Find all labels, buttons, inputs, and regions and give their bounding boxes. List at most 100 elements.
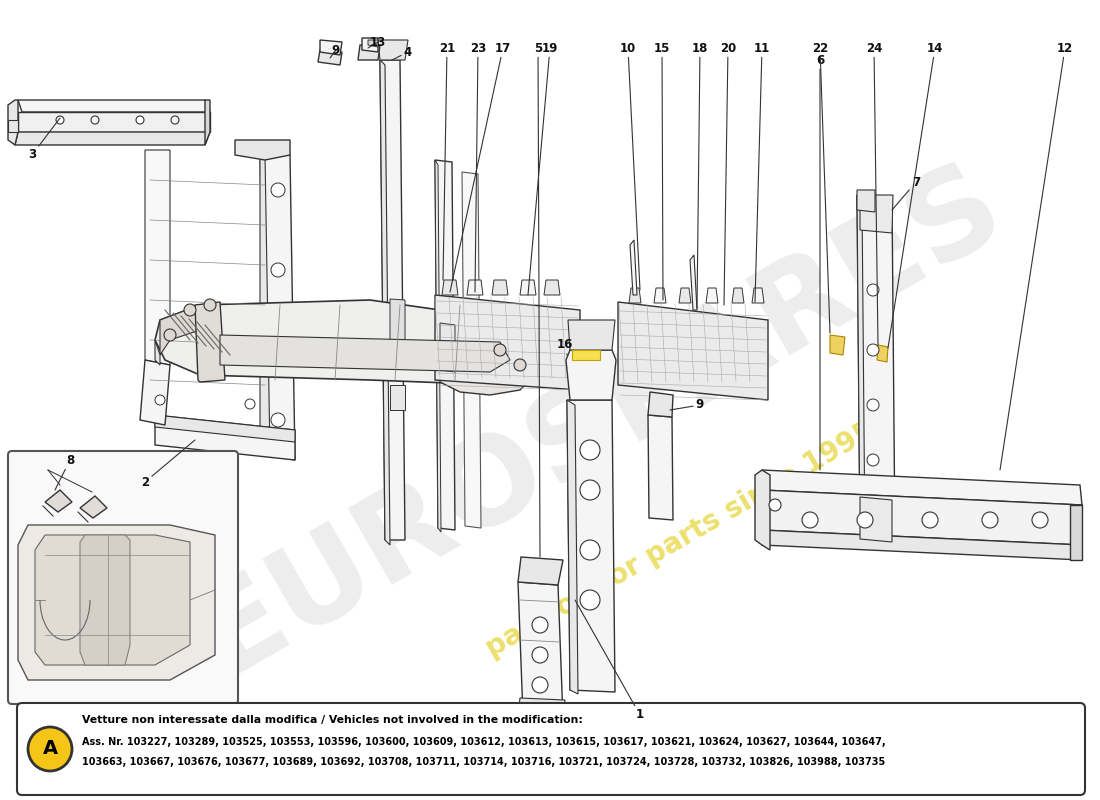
Text: 11: 11 [754,42,770,302]
Polygon shape [566,350,616,400]
Polygon shape [260,150,270,455]
Text: 6: 6 [816,54,824,470]
Polygon shape [572,350,600,360]
Circle shape [857,512,873,528]
Circle shape [271,263,285,277]
Text: 14: 14 [888,42,943,348]
Polygon shape [544,280,560,295]
Polygon shape [8,120,18,132]
Text: Vetture non interessate dalla modifica / Vehicles not involved in the modificati: Vetture non interessate dalla modifica /… [82,715,583,725]
Text: 15: 15 [653,42,670,300]
Polygon shape [679,288,691,303]
Text: 9: 9 [330,43,340,58]
Polygon shape [706,288,718,303]
Text: 103663, 103667, 103676, 103677, 103689, 103692, 103708, 103711, 103714, 103716, : 103663, 103667, 103676, 103677, 103689, … [82,757,886,767]
Polygon shape [857,195,865,544]
Polygon shape [362,38,378,52]
Polygon shape [140,360,170,425]
Polygon shape [755,470,770,550]
Polygon shape [648,392,673,417]
Polygon shape [732,288,744,303]
Text: 20: 20 [719,42,736,305]
Polygon shape [860,195,893,233]
Circle shape [271,413,285,427]
Polygon shape [379,60,405,540]
Polygon shape [654,288,666,303]
Circle shape [91,116,99,124]
Text: 16: 16 [557,338,573,355]
Polygon shape [220,335,510,372]
Polygon shape [235,140,290,160]
Polygon shape [618,302,768,400]
Circle shape [982,512,998,528]
Circle shape [56,116,64,124]
Circle shape [155,395,165,405]
Text: 3: 3 [28,118,60,162]
Polygon shape [630,240,637,295]
Polygon shape [378,40,408,60]
Circle shape [802,512,818,528]
Text: 19: 19 [528,42,558,295]
Polygon shape [155,300,540,385]
Polygon shape [145,150,170,365]
Polygon shape [566,400,615,692]
Polygon shape [857,195,895,542]
Polygon shape [690,255,697,310]
Text: 17: 17 [450,42,512,292]
Polygon shape [440,323,455,372]
Polygon shape [762,490,1082,545]
Polygon shape [518,698,565,718]
Circle shape [204,299,216,311]
Polygon shape [518,557,563,585]
Circle shape [494,344,506,356]
Text: 1: 1 [575,600,645,722]
Text: 22: 22 [812,42,830,333]
Circle shape [580,590,600,610]
Polygon shape [15,132,210,145]
Circle shape [867,284,879,296]
Circle shape [532,647,548,663]
Circle shape [271,183,285,197]
Polygon shape [442,280,458,295]
Polygon shape [358,45,379,60]
Circle shape [580,480,600,500]
Text: 10: 10 [620,42,640,290]
Polygon shape [762,530,1082,560]
Circle shape [164,329,176,341]
Polygon shape [568,320,615,350]
Circle shape [769,499,781,511]
Polygon shape [80,535,130,665]
Polygon shape [8,100,18,145]
Text: 23: 23 [470,42,486,292]
Polygon shape [518,582,563,718]
Polygon shape [155,340,160,365]
Circle shape [136,116,144,124]
Polygon shape [877,345,888,362]
Text: 13: 13 [368,35,386,49]
Polygon shape [18,100,210,112]
Text: 5: 5 [534,42,542,557]
Polygon shape [195,302,226,382]
Text: 9: 9 [670,398,704,411]
Polygon shape [368,40,378,47]
Polygon shape [18,112,210,132]
Polygon shape [155,415,295,442]
Circle shape [867,454,879,466]
Polygon shape [629,288,641,303]
Polygon shape [318,50,342,65]
Circle shape [867,344,879,356]
Polygon shape [492,280,508,295]
Circle shape [580,540,600,560]
Text: 7: 7 [892,175,920,210]
Text: 18: 18 [692,42,708,308]
Polygon shape [520,280,536,295]
Circle shape [532,617,548,633]
Polygon shape [390,385,405,410]
Polygon shape [45,490,72,512]
Polygon shape [440,320,540,395]
Text: 12: 12 [1000,42,1074,470]
Circle shape [170,116,179,124]
FancyBboxPatch shape [16,703,1085,795]
Polygon shape [205,100,210,145]
Polygon shape [160,305,200,355]
